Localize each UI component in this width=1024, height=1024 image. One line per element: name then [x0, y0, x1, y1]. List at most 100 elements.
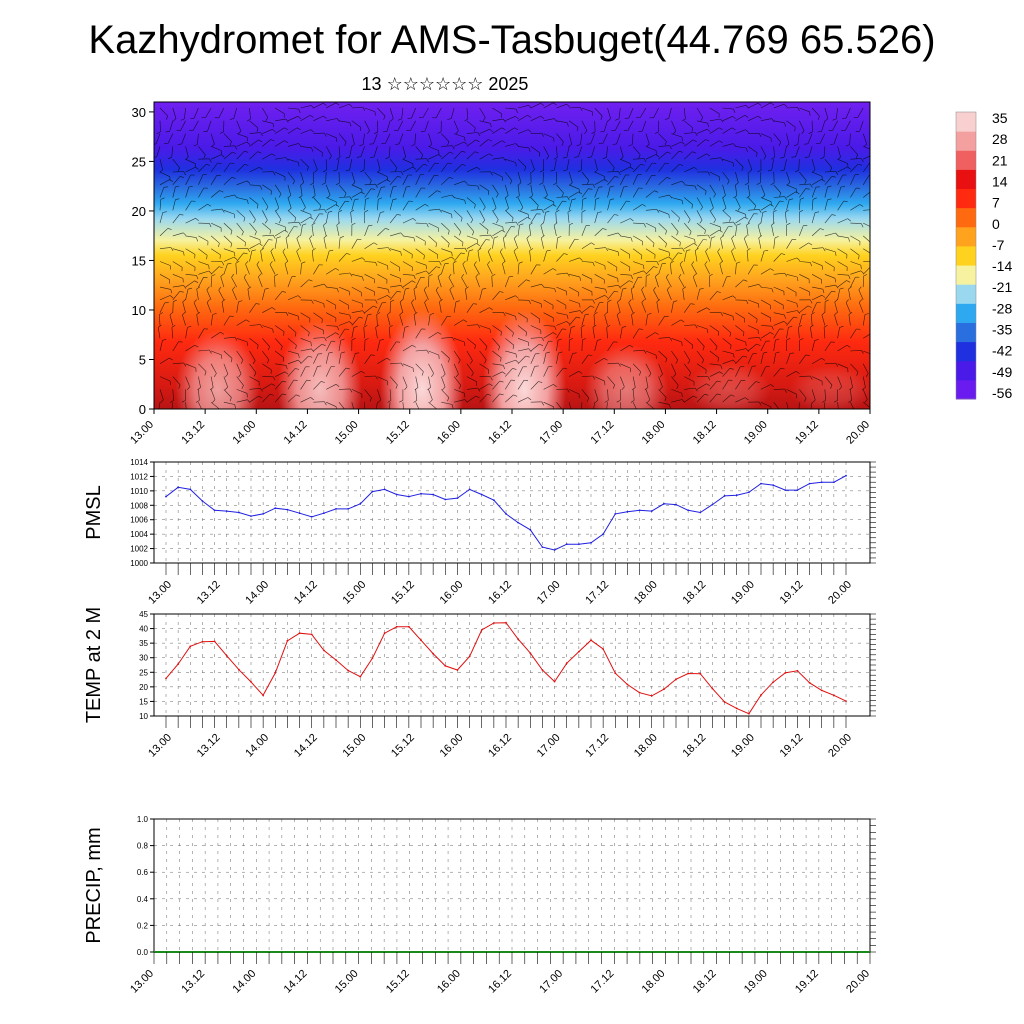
wind-barb — [632, 376, 636, 388]
wind-barb — [799, 183, 811, 186]
temp-grid — [154, 614, 870, 716]
wind-barb-flag — [487, 248, 492, 252]
wind-barb — [377, 179, 388, 186]
wind-barb-flag — [536, 205, 539, 210]
wind-barb — [581, 375, 593, 377]
pmsl-xtick-label: 13.00 — [146, 579, 174, 607]
pmsl-series-point — [602, 533, 604, 535]
wind-barb — [185, 235, 197, 238]
wind-barb — [620, 174, 626, 185]
wind-barb — [287, 171, 295, 181]
heatmap-xtick-label: 18.12 — [691, 419, 719, 447]
wind-barb — [607, 199, 611, 211]
wind-barb — [453, 210, 463, 219]
pmsl-series-point — [784, 489, 787, 491]
wind-barb — [709, 350, 719, 358]
wind-barb — [862, 314, 866, 326]
wind-barb-flag — [179, 214, 184, 216]
wind-barb — [236, 141, 247, 147]
wind-barb-flag — [426, 223, 429, 228]
wind-barb-flag — [607, 118, 611, 122]
heatmap-xtick-label: 14.00 — [230, 419, 258, 447]
wind-barb-flag — [820, 228, 825, 231]
wind-barb — [338, 272, 350, 275]
wind-barb — [631, 314, 634, 326]
wind-barb-flag — [736, 261, 741, 264]
wind-barb-flag — [370, 354, 375, 356]
wind-barb — [834, 302, 838, 313]
wind-barb — [671, 210, 680, 219]
wind-barb — [377, 212, 381, 224]
wind-barb-flag — [311, 222, 316, 226]
wind-barb — [760, 366, 766, 377]
wind-barb — [390, 285, 402, 288]
wind-barb — [773, 286, 785, 292]
temp-frame — [153, 613, 871, 717]
wind-barb — [858, 289, 864, 301]
wind-barb — [850, 270, 861, 275]
wind-barb-flag — [308, 332, 310, 337]
wind-barb — [568, 120, 579, 128]
wind-barb-flag — [321, 343, 326, 347]
wind-barb-flag — [439, 261, 442, 266]
wind-barb — [863, 191, 870, 198]
wind-barb — [683, 151, 693, 160]
wind-barb — [620, 402, 622, 409]
temp-ytick-label: 40 — [139, 625, 148, 634]
wind-barb-flag — [392, 198, 397, 200]
wind-barb-flag — [333, 169, 338, 172]
wind-barb-flag — [673, 300, 678, 303]
wind-barb — [683, 303, 691, 313]
pmsl-series-point — [517, 521, 519, 524]
wind-barb — [607, 284, 619, 288]
wind-barb — [824, 376, 833, 386]
wind-barb — [466, 184, 478, 187]
pmsl-xtick-label: 19.00 — [729, 579, 757, 607]
wind-barb — [325, 250, 330, 262]
wind-barb-flag — [823, 324, 828, 328]
wind-barb-flag — [771, 118, 775, 122]
wind-barb — [633, 222, 645, 224]
wind-barb — [326, 325, 338, 327]
wind-barb — [811, 302, 817, 313]
wind-barb-flag — [336, 288, 339, 293]
wind-barb-flag — [538, 381, 543, 383]
wind-barb — [402, 146, 406, 158]
temp-series-point — [784, 672, 787, 674]
wind-barb-flag — [779, 411, 781, 415]
wind-barb — [198, 146, 206, 155]
wind-barb — [287, 338, 297, 346]
wind-barb-flag — [528, 129, 532, 133]
wind-barb-flag — [705, 139, 710, 142]
wind-barb — [505, 127, 515, 134]
wind-barb-flag — [183, 232, 187, 236]
wind-barb-flag — [372, 413, 376, 414]
wind-barb — [658, 363, 663, 375]
wind-barb — [364, 107, 375, 112]
wind-barb-flag — [655, 332, 659, 335]
wind-barb-flag — [179, 176, 184, 178]
wind-barb — [453, 376, 462, 386]
wind-barb-flag — [487, 261, 491, 265]
wind-barb-flag — [335, 384, 340, 387]
wind-barb-flag — [361, 191, 365, 195]
pmsl-series-point — [420, 492, 422, 495]
wind-barb-flag — [167, 157, 172, 160]
heatmap-xtick-label: 16.12 — [486, 419, 514, 447]
wind-barb — [428, 222, 439, 229]
wind-barb — [492, 184, 499, 195]
precip-xtick-label: 15.00 — [333, 968, 361, 996]
wind-barb-flag — [447, 141, 450, 146]
wind-barb — [658, 145, 670, 147]
wind-barb — [172, 389, 174, 401]
wind-barb — [556, 299, 567, 306]
wind-barb — [210, 332, 221, 339]
wind-barb-flag — [732, 162, 734, 167]
temp-series-point — [699, 672, 702, 675]
wind-barb — [287, 116, 299, 122]
precip-xtick-label: 18.00 — [640, 968, 668, 996]
wind-barb-flag — [257, 344, 259, 349]
wind-barb-flag — [604, 357, 608, 361]
wind-barb-flag — [501, 127, 506, 130]
wind-barb — [658, 350, 668, 359]
